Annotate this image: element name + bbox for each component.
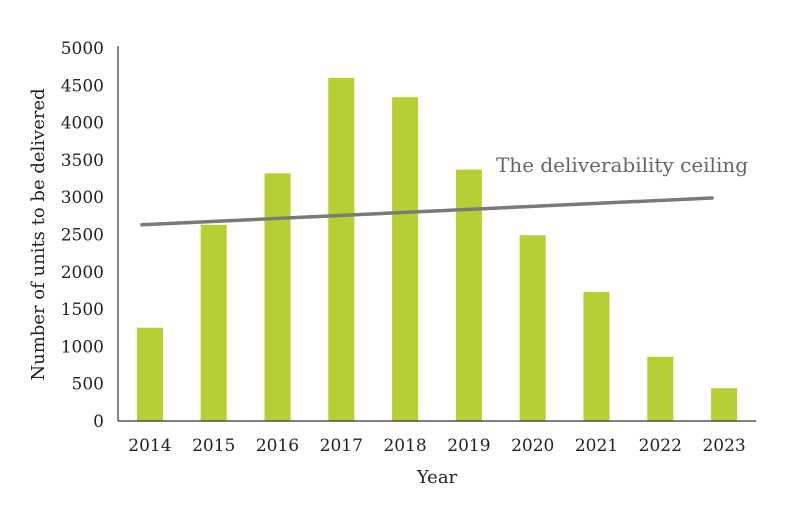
y-tick-label: 3000 <box>61 188 104 208</box>
bar-2018 <box>392 97 419 422</box>
y-axis-ticks: 0 500 1000 1500 2000 2500 3000 3500 4000 4500 5000 <box>61 39 104 432</box>
bar-2023 <box>711 388 738 421</box>
y-tick-label: 3500 <box>61 151 104 171</box>
deliverability-ceiling-label: The deliverability ceiling <box>496 153 748 177</box>
x-tick-label: 2020 <box>511 436 554 456</box>
y-axis-title: Number of units to be delivered <box>28 88 49 380</box>
y-tick-label: 2000 <box>61 263 104 283</box>
bars <box>136 77 738 422</box>
y-tick-label: 500 <box>72 375 104 395</box>
y-tick-label: 2500 <box>61 226 104 246</box>
x-tick-label: 2014 <box>128 436 171 456</box>
deliverability-ceiling-line <box>140 196 714 227</box>
bar-2020 <box>519 235 546 421</box>
y-tick-label: 4000 <box>61 114 104 134</box>
y-tick-label: 4500 <box>61 76 104 96</box>
x-tick-label: 2017 <box>320 436 363 456</box>
x-tick-label: 2023 <box>702 436 745 456</box>
bar-2015 <box>200 224 227 421</box>
x-tick-label: 2021 <box>575 436 618 456</box>
x-tick-label: 2015 <box>192 436 235 456</box>
x-axis-ticks: 2014 2015 2016 2017 2018 2019 2020 2021 2022 2023 <box>128 436 745 456</box>
x-axis-title: Year <box>416 467 458 488</box>
x-tick-label: 2018 <box>383 436 426 456</box>
x-tick-label: 2016 <box>256 436 299 456</box>
x-tick-label: 2022 <box>639 436 682 456</box>
y-tick-label: 0 <box>93 412 104 432</box>
bar-2017 <box>328 77 355 421</box>
y-tick-label: 5000 <box>61 39 104 59</box>
bar-2021 <box>583 291 610 421</box>
bar-2022 <box>647 356 674 421</box>
y-tick-label: 1000 <box>61 337 104 357</box>
bar-2014 <box>136 327 163 421</box>
x-tick-label: 2019 <box>447 436 490 456</box>
y-tick-label: 1500 <box>61 300 104 320</box>
bar-2016 <box>264 173 291 421</box>
